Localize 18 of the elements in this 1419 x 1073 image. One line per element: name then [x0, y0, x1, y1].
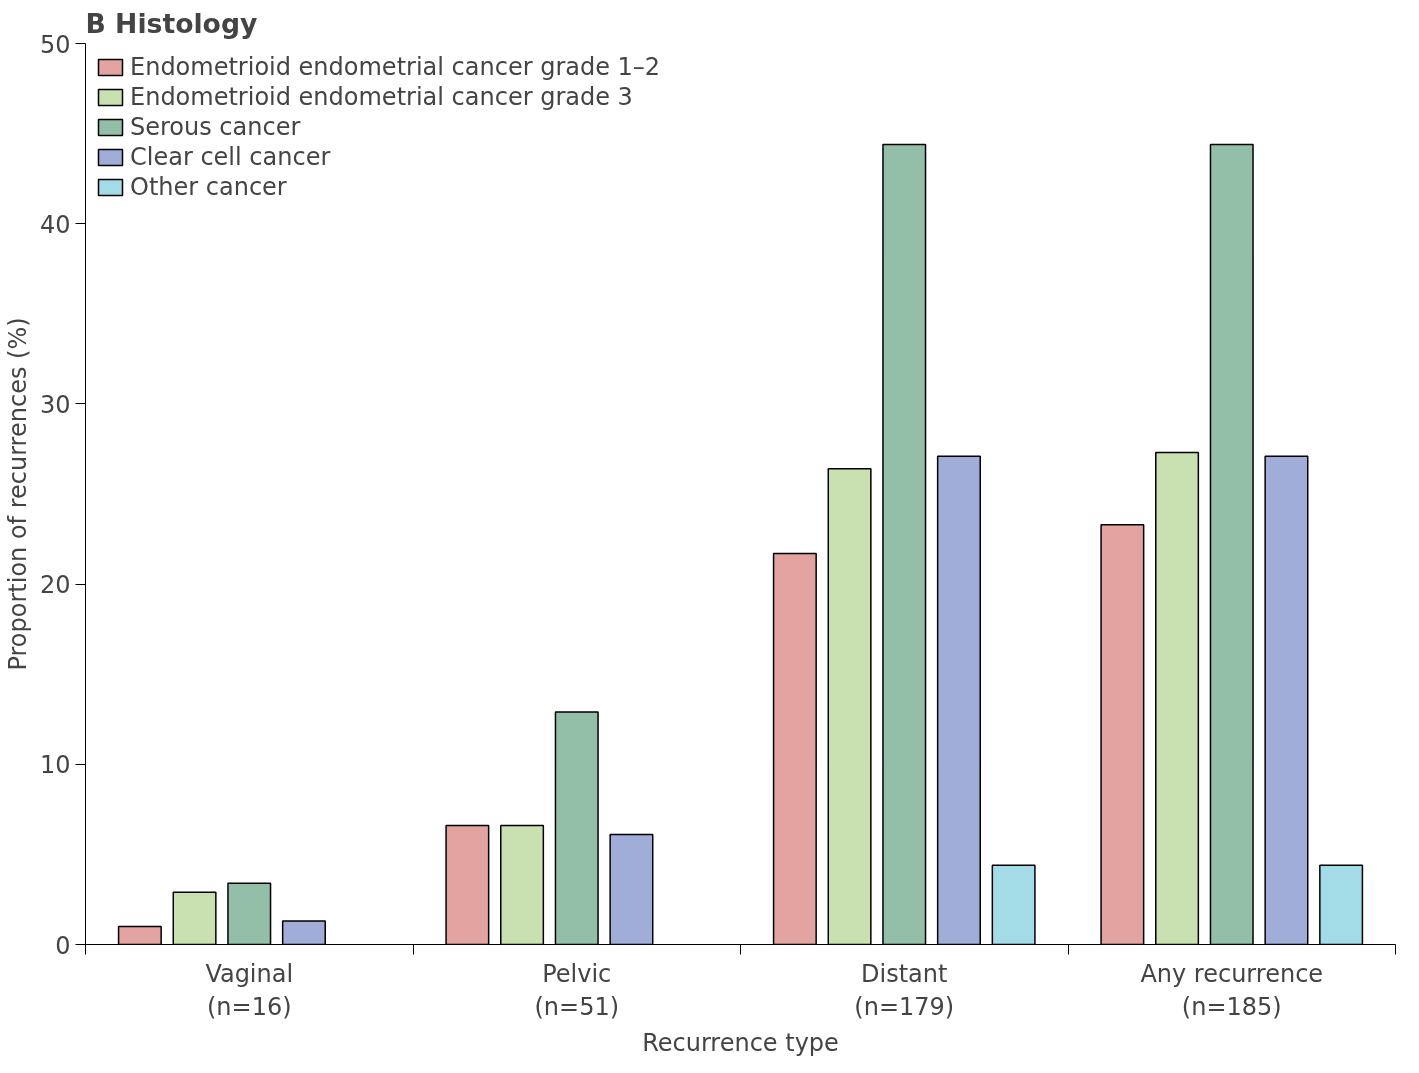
- y-tick-label: 20: [39, 571, 71, 600]
- legend-label: Endometrioid endometrial cancer grade 3: [130, 83, 633, 111]
- x-tick-label: Distant (n=179): [854, 959, 955, 1022]
- y-tick-label: 50: [39, 30, 71, 59]
- y-tick-label: 40: [39, 210, 71, 239]
- y-tick-label: 30: [39, 390, 71, 419]
- legend-label: Serous cancer: [130, 113, 301, 141]
- x-tick-label: Vaginal (n=16): [205, 959, 294, 1022]
- legend-label: Other cancer: [130, 173, 287, 201]
- y-axis-title: Proportion of recurrences (%): [3, 317, 32, 671]
- y-tick-label: 0: [55, 931, 71, 960]
- legend-label: Endometrioid endometrial cancer grade 1–2: [130, 53, 661, 81]
- chart-title: B Histology: [85, 7, 258, 39]
- x-tick-label: Any recurrence (n=185): [1140, 959, 1324, 1022]
- legend-label: Clear cell cancer: [130, 143, 331, 171]
- x-tick-label: Pelvic (n=51): [534, 959, 620, 1022]
- x-axis-title: Recurrence type: [642, 1029, 839, 1058]
- y-tick-label: 10: [39, 751, 71, 780]
